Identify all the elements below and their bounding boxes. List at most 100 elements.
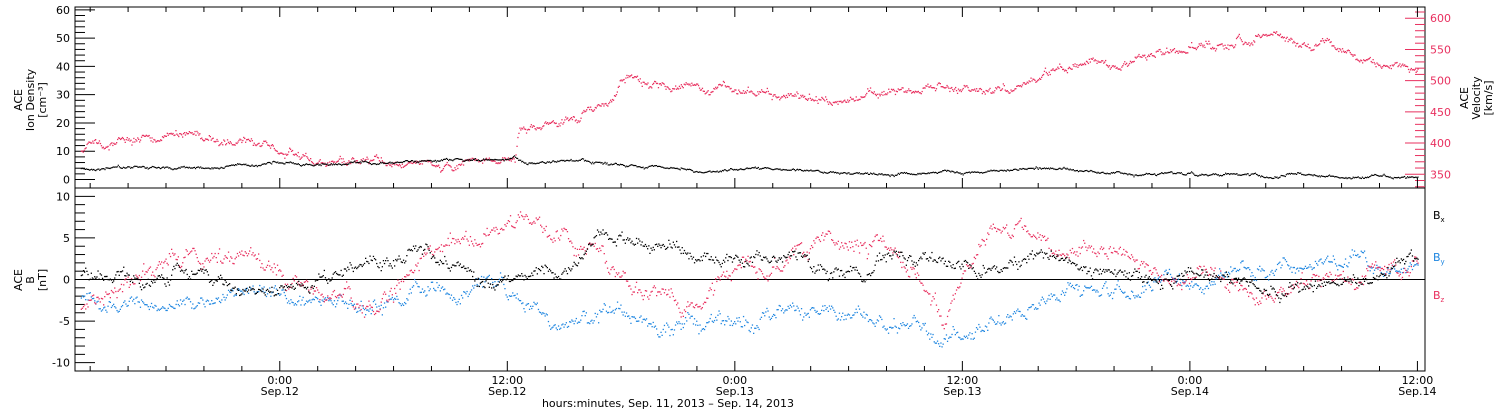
data-point (849, 173, 851, 175)
data-point (967, 265, 969, 267)
data-point (896, 255, 899, 258)
data-point (785, 169, 787, 171)
data-point (595, 316, 598, 318)
data-point (139, 139, 142, 141)
data-point (422, 160, 424, 162)
data-point (174, 168, 176, 170)
data-point (348, 303, 350, 305)
data-point (215, 140, 217, 143)
data-point (548, 122, 551, 124)
data-point (654, 325, 657, 327)
data-point (89, 169, 92, 171)
data-point (1070, 68, 1072, 70)
data-point (117, 164, 119, 166)
data-point (887, 247, 890, 249)
data-point (1171, 171, 1173, 173)
data-point (427, 286, 429, 288)
data-point (1214, 283, 1216, 285)
data-point (914, 317, 916, 319)
data-point (486, 227, 488, 230)
data-point (212, 257, 214, 259)
data-point (120, 283, 123, 286)
data-point (983, 330, 985, 332)
data-point (772, 169, 774, 171)
data-point (424, 290, 426, 292)
data-point (604, 103, 606, 105)
data-point (1342, 266, 1344, 268)
data-point (445, 293, 447, 295)
data-point (891, 327, 893, 329)
data-point (553, 122, 555, 124)
data-point (969, 267, 971, 269)
data-point (202, 299, 204, 301)
data-point (556, 329, 558, 331)
data-point (323, 298, 325, 300)
data-point (605, 260, 608, 263)
data-point (701, 172, 703, 174)
data-point (163, 135, 166, 137)
data-point (920, 173, 922, 175)
data-point (406, 160, 409, 162)
data-point (91, 295, 94, 297)
data-point (88, 141, 90, 143)
data-point (467, 295, 469, 298)
data-point (948, 337, 950, 339)
data-point (210, 139, 212, 141)
data-point (489, 159, 491, 161)
data-point (319, 163, 321, 166)
data-point (187, 167, 189, 169)
data-point (211, 252, 213, 255)
data-point (1147, 55, 1149, 58)
data-point (165, 166, 167, 168)
data-point (668, 168, 670, 170)
data-point (1318, 260, 1320, 262)
data-point (782, 168, 784, 171)
data-point (415, 160, 417, 162)
data-point (732, 322, 735, 325)
data-point (831, 171, 834, 173)
data-point (762, 90, 764, 93)
data-point (297, 301, 299, 303)
data-point (778, 168, 780, 171)
data-point (235, 164, 237, 166)
data-point (930, 85, 932, 87)
data-point (80, 297, 82, 299)
data-point (255, 258, 257, 260)
data-point (536, 162, 538, 164)
data-point (513, 155, 516, 157)
data-point (429, 160, 431, 162)
data-point (294, 275, 296, 277)
data-point (448, 293, 450, 296)
data-point (403, 161, 405, 163)
data-point (585, 253, 587, 255)
data-point (1226, 47, 1228, 49)
data-point (765, 278, 767, 280)
data-point (1258, 35, 1261, 37)
data-point (250, 165, 252, 167)
data-point (940, 315, 942, 317)
data-point (135, 139, 137, 141)
data-point (1136, 56, 1138, 58)
data-point (1160, 172, 1162, 175)
data-point (119, 167, 121, 169)
data-point (990, 225, 992, 227)
data-point (521, 161, 523, 163)
data-point (764, 315, 766, 317)
data-point (584, 315, 586, 317)
data-point (343, 163, 345, 165)
data-point (388, 295, 390, 297)
data-point (799, 97, 801, 99)
data-point (195, 166, 198, 169)
data-point (905, 90, 907, 92)
data-point (700, 171, 702, 173)
data-point (1174, 51, 1176, 54)
data-point (611, 164, 613, 166)
data-point (802, 170, 804, 172)
data-point (438, 284, 440, 286)
data-point (822, 305, 824, 307)
data-point (156, 140, 158, 143)
data-point (1021, 226, 1023, 228)
data-point (140, 136, 143, 138)
data-point (678, 168, 680, 170)
data-point (92, 140, 94, 142)
